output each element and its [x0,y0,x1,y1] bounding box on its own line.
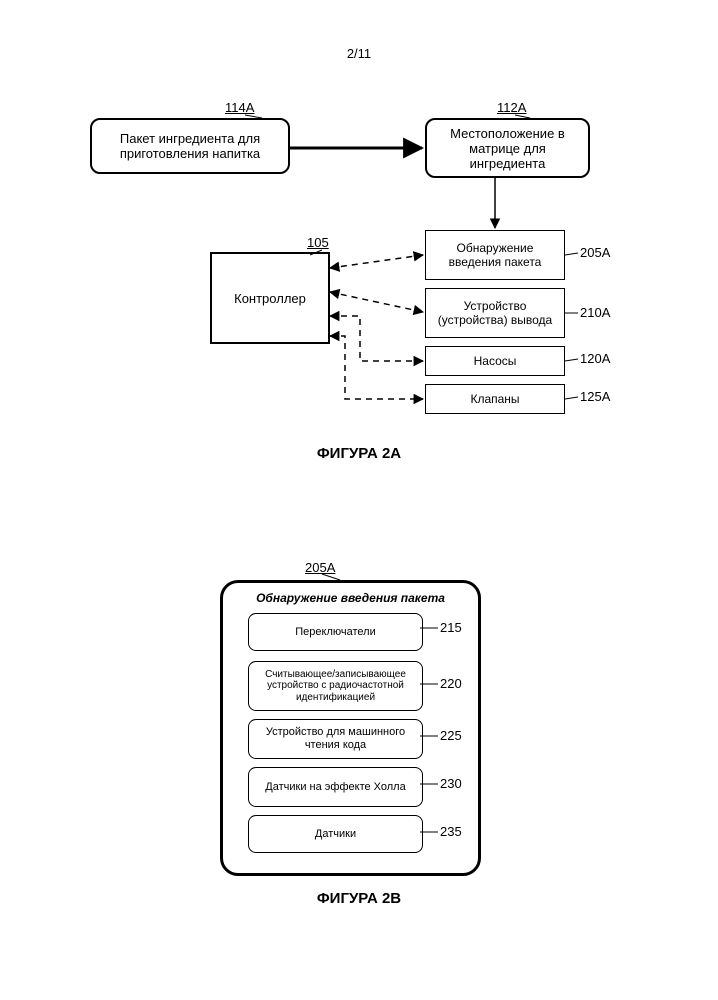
ref-235: 235 [440,824,462,839]
figure-2b-title: ФИГУРА 2B [0,890,718,907]
box-matrix-location: Местоположение в матрице для ингредиента [425,118,590,178]
page-number: 2/11 [0,46,718,61]
ref-225: 225 [440,728,462,743]
box-detection: Обнаружение введения пакета [425,230,565,280]
ref-112a: 112A [497,100,526,115]
ref-120a: 120A [580,351,610,366]
box-controller: Контроллер [210,252,330,344]
ref-105: 105 [307,235,329,250]
detection-panel-title: Обнаружение введения пакета [223,591,478,605]
figure-2b: 205A Обнаружение введения пакета Переклю… [0,560,718,930]
ref-210a: 210A [580,305,610,320]
ref-205a-figB: 205A [305,560,335,575]
ref-205a-figA: 205A [580,245,610,260]
item-sensors: Датчики [248,815,423,853]
item-switches: Переключатели [248,613,423,651]
page: 2/11 114A 112A Пакет ингредиента для при… [0,0,718,1000]
box-packet: Пакет ингредиента для приготовления напи… [90,118,290,174]
item-rfid: Считывающее/записывающее устройство с ра… [248,661,423,711]
ref-215: 215 [440,620,462,635]
figure-2a-title: ФИГУРА 2A [0,445,718,462]
figure-2a: 114A 112A Пакет ингредиента для приготов… [0,100,718,520]
ref-114a: 114A [225,100,254,115]
item-hall: Датчики на эффекте Холла [248,767,423,807]
box-valves: Клапаны [425,384,565,414]
ref-125a: 125A [580,389,610,404]
box-output-device: Устройство (устройства) вывода [425,288,565,338]
item-code-reader: Устройство для машинного чтения кода [248,719,423,759]
box-pumps: Насосы [425,346,565,376]
ref-220: 220 [440,676,462,691]
ref-230: 230 [440,776,462,791]
